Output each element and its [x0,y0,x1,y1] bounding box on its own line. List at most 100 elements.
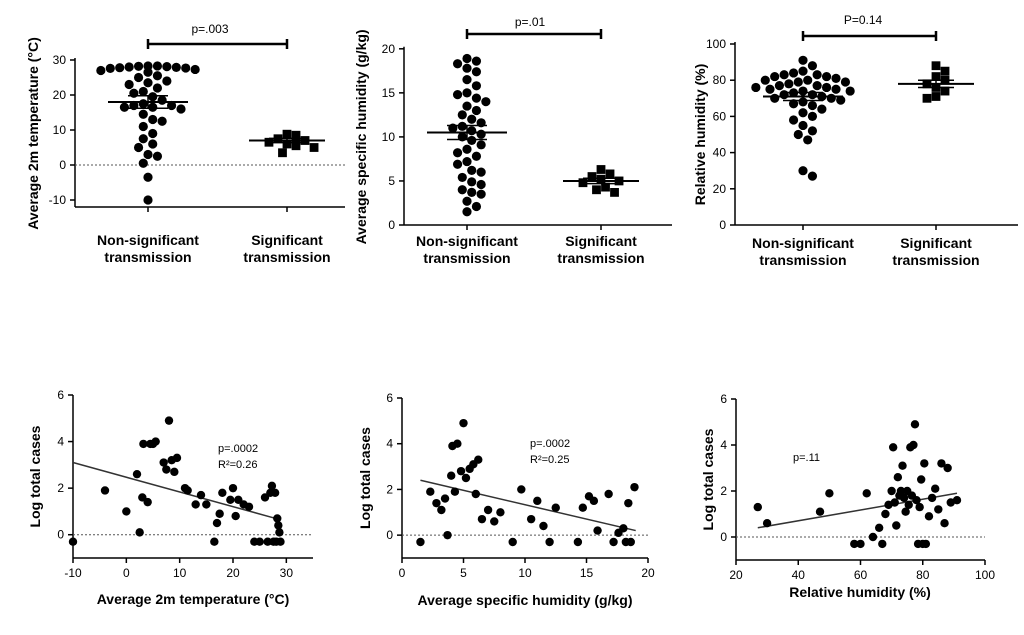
data-point [215,509,224,518]
data-point [148,139,158,149]
data-point [798,120,808,131]
data-point [133,142,144,153]
data-point [762,519,772,528]
data-point [798,66,808,76]
y-tick-label: 2 [57,481,64,495]
x-axis-title: Average 2m temperature (°C) [97,591,290,607]
data-point [152,151,163,161]
data-point [467,135,477,146]
data-point [471,151,482,161]
data-point [226,495,235,504]
data-point [483,505,493,515]
data-point [270,488,280,497]
data-point [573,537,583,547]
y-tick-label: 6 [57,388,64,402]
data-point [909,440,918,450]
y-axis-title: Log total cases [700,428,716,530]
dot-plot-2: 0 5 10 15 20 Average specific humidity (g/kg)… [353,15,672,266]
data-point [825,489,834,498]
data-point [143,172,153,182]
data-point [788,99,799,109]
category-label: Non-significant transmission [752,235,854,268]
data-point [476,140,486,150]
y-tick-label: 100 [706,37,726,51]
y-tick-label: 0 [388,218,395,232]
data-point [164,416,174,425]
data-point [212,518,222,528]
y-axis-title: Log total cases [27,425,43,527]
data-point [162,76,172,86]
r-squared-label: R²=0.25 [530,454,569,466]
data-point [931,61,941,71]
data-point [162,465,171,474]
x-tick-label: 100 [975,568,995,582]
data-point [467,177,477,187]
data-point [143,78,153,88]
data-point [803,75,813,85]
data-point [467,126,477,136]
data-point [263,537,272,546]
data-point [151,437,160,446]
category-label: Non-significant transmission [97,232,199,265]
p-value-label: P=0.14 [844,13,883,27]
data-point [605,169,615,179]
x-tick-label: 60 [854,568,868,582]
data-point [275,528,284,537]
data-point [291,130,301,140]
data-point [927,493,937,503]
y-tick-label: 10 [382,130,396,144]
data-point [610,188,619,197]
data-point [596,165,606,174]
y-tick-label: 0 [720,530,727,544]
data-point [129,88,139,98]
data-point [452,148,463,158]
data-point [138,86,148,97]
y-tick-label: 80 [713,73,727,87]
data-point [264,137,274,147]
data-point [626,537,635,547]
data-point [218,488,227,497]
x-axis-title: Average specific humidity (g/kg) [418,592,633,608]
data-point [447,471,456,480]
x-tick-label: 20 [729,568,743,582]
data-point [143,67,153,77]
y-tick-label: 0 [386,528,393,542]
data-point [166,100,177,111]
y-tick-label: 20 [382,42,396,56]
data-point [881,509,890,519]
data-point [831,73,841,83]
x-tick-label: 0 [123,566,130,580]
x-axis-title: Relative humidity (%) [789,584,931,600]
data-point [443,530,452,540]
data-point [452,159,463,169]
data-point [148,92,158,102]
data-point [170,467,179,477]
data-point [471,56,482,66]
data-point [115,63,125,73]
data-point [751,82,761,93]
y-tick-label: -10 [49,193,67,207]
data-point [812,70,822,80]
data-point [793,77,803,87]
dot-plot-3: 0 20 40 60 80 100 Relative humidity (%) Non-sig… [692,13,1018,268]
data-point [821,82,832,93]
data-point [934,505,943,514]
y-tick-label: 4 [720,438,727,452]
data-point [139,439,148,449]
data-point [426,487,435,496]
data-point [291,141,301,151]
data-point [893,473,903,482]
x-tick-label: 10 [518,566,532,580]
data-point [457,172,467,183]
data-point [476,179,486,190]
data-point [798,166,808,176]
data-point [105,63,115,73]
data-point [526,514,536,524]
data-point [282,129,292,139]
x-tick-label: 80 [916,568,930,582]
data-point [931,72,941,81]
regression-line [420,479,636,532]
y-tick-label: 10 [53,123,67,137]
data-point [890,498,899,507]
data-point [471,201,482,212]
